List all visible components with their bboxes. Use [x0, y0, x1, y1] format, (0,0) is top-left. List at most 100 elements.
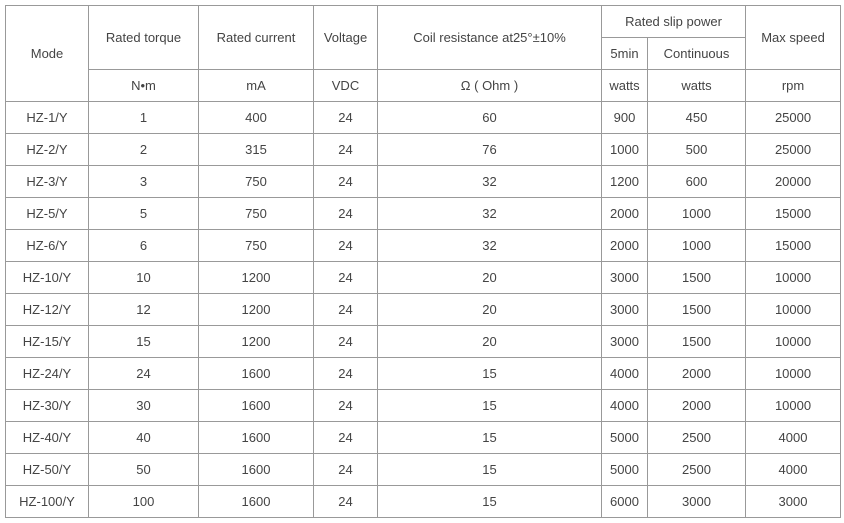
data-cell: 3 [88, 165, 199, 198]
unit-cell: watts [601, 69, 648, 102]
table-row: HZ-3/Y 3 750 24 32 1200 600 20000 [5, 165, 842, 198]
table-row: HZ-6/Y 6 750 24 32 2000 1000 15000 [5, 229, 842, 262]
data-cell: HZ-15/Y [5, 325, 89, 358]
data-cell: 10000 [745, 325, 842, 358]
table-row: HZ-40/Y 40 1600 24 15 5000 2500 4000 [5, 421, 842, 454]
table-row: HZ-15/Y 15 1200 24 20 3000 1500 10000 [5, 325, 842, 358]
data-cell: 24 [313, 453, 378, 486]
data-cell: 3000 [745, 485, 842, 518]
data-cell: 20 [377, 261, 602, 294]
data-cell: 76 [377, 133, 602, 166]
data-cell: 24 [88, 357, 199, 390]
data-cell: 2500 [646, 453, 747, 486]
data-cell: 15 [377, 357, 602, 390]
data-cell: 1200 [198, 325, 314, 358]
data-cell: 10000 [745, 293, 842, 326]
table-row: HZ-5/Y 5 750 24 32 2000 1000 15000 [5, 197, 842, 230]
data-cell: 1500 [646, 325, 747, 358]
data-cell: 4000 [601, 389, 648, 422]
data-cell: 30 [88, 389, 199, 422]
data-cell: 100 [88, 485, 199, 518]
data-cell: 3000 [601, 293, 648, 326]
data-cell: 400 [198, 101, 314, 134]
header-cell: Rated torque [88, 5, 199, 70]
data-cell: 24 [313, 165, 378, 198]
table-row: HZ-2/Y 2 315 24 76 1000 500 25000 [5, 133, 842, 166]
data-cell: 1200 [198, 261, 314, 294]
data-cell: 4000 [745, 453, 842, 486]
data-cell: 2000 [646, 357, 747, 390]
data-cell: 24 [313, 133, 378, 166]
table-row: HZ-1/Y 1 400 24 60 900 450 25000 [5, 101, 842, 134]
data-cell: 1600 [198, 485, 314, 518]
data-cell: 10000 [745, 261, 842, 294]
data-cell: 4000 [745, 421, 842, 454]
data-cell: 20000 [745, 165, 842, 198]
spec-table: Mode Rated torque Rated current Voltage Coil… [5, 5, 842, 518]
data-cell: HZ-5/Y [5, 197, 89, 230]
data-cell: 15 [377, 389, 602, 422]
data-cell: 5000 [601, 453, 648, 486]
data-cell: 24 [313, 389, 378, 422]
data-cell: 24 [313, 261, 378, 294]
data-cell: 25000 [745, 133, 842, 166]
unit-cell: Ω ( Ohm ) [377, 69, 602, 102]
data-cell: 24 [313, 101, 378, 134]
table-row: HZ-30/Y 30 1600 24 15 4000 2000 10000 [5, 389, 842, 422]
data-cell: 24 [313, 325, 378, 358]
table-row: Mode Rated torque Rated current Voltage Coil… [5, 5, 842, 102]
table-row: HZ-24/Y 24 1600 24 15 4000 2000 10000 [5, 357, 842, 390]
data-cell: 32 [377, 229, 602, 262]
table-row: HZ-100/Y 100 1600 24 15 6000 3000 3000 [5, 485, 842, 518]
data-cell: 5000 [601, 421, 648, 454]
data-cell: 20 [377, 293, 602, 326]
data-cell: 3000 [646, 485, 747, 518]
data-cell: 2000 [601, 229, 648, 262]
data-cell: 24 [313, 197, 378, 230]
table-row: HZ-50/Y 50 1600 24 15 5000 2500 4000 [5, 453, 842, 486]
header-cell: Rated current [198, 5, 314, 70]
unit-cell: watts [646, 69, 747, 102]
data-cell: 15 [377, 421, 602, 454]
data-cell: 32 [377, 165, 602, 198]
data-cell: 15 [88, 325, 199, 358]
data-cell: 750 [198, 229, 314, 262]
data-cell: 600 [646, 165, 747, 198]
unit-cell: rpm [745, 69, 842, 102]
data-cell: 750 [198, 165, 314, 198]
data-cell: 1600 [198, 357, 314, 390]
data-cell: 10000 [745, 389, 842, 422]
data-cell: HZ-6/Y [5, 229, 89, 262]
unit-cell: mA [198, 69, 314, 102]
data-cell: 10000 [745, 357, 842, 390]
data-cell: 6 [88, 229, 199, 262]
data-cell: 24 [313, 357, 378, 390]
table-row: HZ-10/Y 10 1200 24 20 3000 1500 10000 [5, 261, 842, 294]
unit-cell: N•m [88, 69, 199, 102]
data-cell: HZ-40/Y [5, 421, 89, 454]
data-cell: 24 [313, 293, 378, 326]
data-cell: 1000 [601, 133, 648, 166]
data-cell: 24 [313, 485, 378, 518]
data-cell: 315 [198, 133, 314, 166]
data-cell: 1200 [198, 293, 314, 326]
data-cell: 3000 [601, 261, 648, 294]
data-cell: 2500 [646, 421, 747, 454]
data-cell: 1600 [198, 453, 314, 486]
data-cell: HZ-30/Y [5, 389, 89, 422]
data-cell: 10 [88, 261, 199, 294]
data-cell: 60 [377, 101, 602, 134]
data-cell: HZ-1/Y [5, 101, 89, 134]
data-cell: 1000 [646, 197, 747, 230]
table-row: HZ-12/Y 12 1200 24 20 3000 1500 10000 [5, 293, 842, 326]
data-cell: 40 [88, 421, 199, 454]
data-cell: 750 [198, 197, 314, 230]
data-cell: 25000 [745, 101, 842, 134]
data-cell: 15000 [745, 197, 842, 230]
unit-cell: VDC [313, 69, 378, 102]
data-cell: 1000 [646, 229, 747, 262]
data-cell: 15000 [745, 229, 842, 262]
data-cell: 15 [377, 453, 602, 486]
data-cell: 1 [88, 101, 199, 134]
